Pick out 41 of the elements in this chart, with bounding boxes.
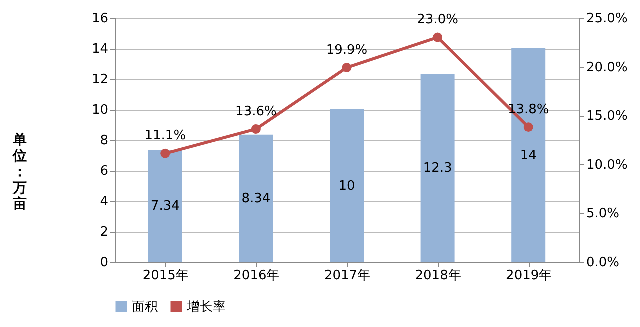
data-label: 8.34: [242, 191, 271, 206]
data-label: 12.3: [423, 161, 452, 176]
x-tick-label: 2016年: [234, 268, 280, 284]
legend-label: 增长率: [186, 298, 226, 315]
point: [160, 148, 170, 158]
bar: [239, 134, 274, 262]
y-axis-title: 单位：万亩: [12, 132, 27, 212]
y-tick-label: 16: [92, 12, 108, 26]
x-tick-label: 2019年: [506, 268, 552, 284]
bar: [420, 74, 455, 262]
y-tick-label: 0: [100, 256, 108, 270]
y-tick-label: 2: [100, 225, 108, 240]
y-tick-label: 4: [100, 194, 108, 210]
y2-tick-label: 0.0%: [586, 256, 620, 270]
x-tick-label: 2017年: [324, 268, 371, 284]
bar: [148, 150, 182, 262]
data-label: 23.0%: [417, 12, 458, 28]
y-tick-label: 8: [100, 134, 108, 148]
point: [251, 124, 261, 134]
point: [433, 32, 443, 42]
data-label: 19.9%: [326, 42, 368, 58]
data-label: 7.34: [150, 199, 180, 214]
data-label: 10: [338, 178, 356, 194]
data-label: 13.6%: [236, 104, 277, 120]
data-label: 14: [520, 148, 537, 164]
x-tick-label: 2015年: [142, 268, 189, 284]
point: [342, 63, 352, 73]
y2-tick-label: 10.0%: [586, 158, 628, 173]
y2-tick-label: 20.0%: [586, 60, 628, 76]
legend-label: 面积: [132, 300, 158, 315]
x-tick-label: 2018年: [415, 268, 462, 284]
point: [524, 122, 534, 132]
y-tick-label: 14: [92, 42, 108, 57]
y-tick-label: 12: [92, 72, 108, 88]
y2-tick-label: 15.0%: [586, 109, 628, 124]
y2-tick-label: 5.0%: [586, 206, 620, 222]
y-tick-label: 6: [100, 164, 108, 179]
data-label: 11.1%: [144, 128, 186, 144]
bar: [330, 110, 364, 262]
y2-tick-label: 25.0%: [586, 12, 628, 26]
y-tick-label: 10: [92, 103, 108, 118]
